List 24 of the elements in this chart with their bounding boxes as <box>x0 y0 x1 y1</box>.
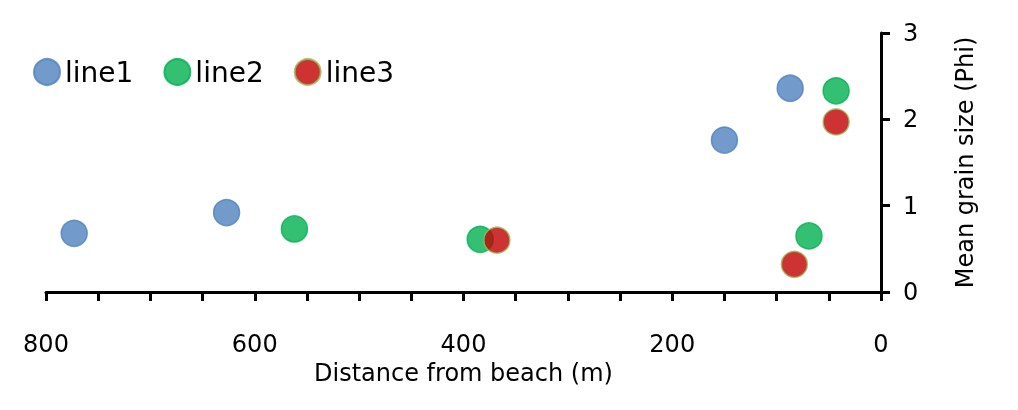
y-axis-title: Mean grain size (Phi) <box>951 36 979 289</box>
point <box>822 77 850 105</box>
point <box>212 198 241 227</box>
y-tick-label: 1 <box>903 191 919 220</box>
legend-label: line1 <box>65 55 134 89</box>
legend-label: line3 <box>325 55 395 89</box>
point <box>822 108 850 136</box>
y-tick-label: 3 <box>903 19 919 47</box>
point <box>795 222 823 250</box>
x-tick-label: 400 <box>440 330 487 358</box>
legend-label: line2 <box>195 55 264 89</box>
point <box>483 226 511 254</box>
point <box>780 250 809 279</box>
x-tick-label: 0 <box>873 330 889 358</box>
x-tick-label: 600 <box>231 330 278 358</box>
x-axis-title: Distance from beach (m) <box>314 358 613 387</box>
point <box>60 219 88 248</box>
point <box>776 74 804 102</box>
y-tick-label: 2 <box>903 105 919 134</box>
point <box>710 126 739 154</box>
y-tick-label: 0 <box>903 278 919 306</box>
x-tick-label: 800 <box>23 330 69 358</box>
x-tick-label: 200 <box>649 330 696 358</box>
point <box>280 215 309 243</box>
